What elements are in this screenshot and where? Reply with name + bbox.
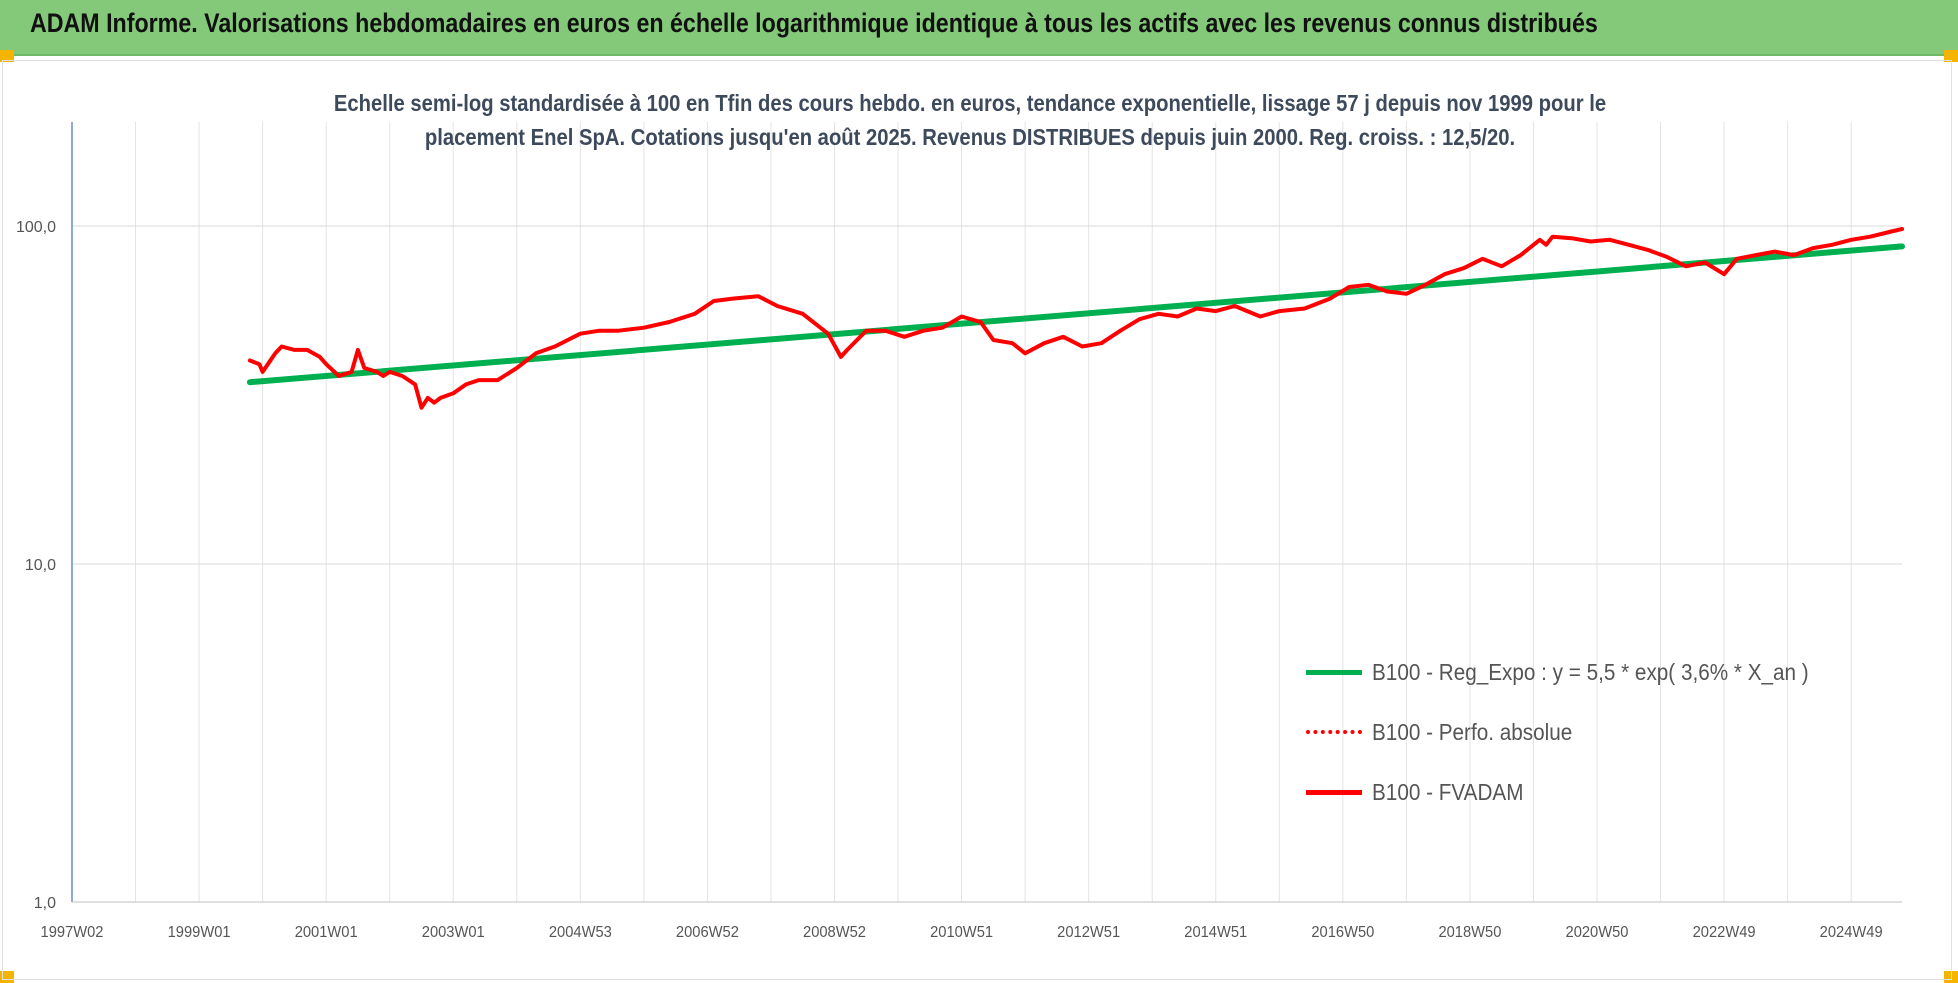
x-tick-label: 2024W49 [1820, 923, 1883, 941]
x-tick-label: 2006W52 [676, 923, 739, 941]
legend-label-fvadam: B100 - FVADAM [1372, 778, 1524, 805]
y-tick-label: 100,0 [16, 219, 56, 236]
x-tick-label: 2003W01 [422, 923, 485, 941]
x-tick-label: 2004W53 [549, 923, 612, 941]
x-tick-label: 1997W02 [41, 923, 104, 941]
x-tick-label: 2020W50 [1566, 923, 1629, 941]
corner-marker [0, 971, 14, 983]
x-tick-label: 1999W01 [168, 923, 231, 941]
page-title: ADAM Informe. Valorisations hebdomadaire… [30, 8, 1598, 38]
legend-swatch-fvadam [1306, 789, 1362, 795]
legend-label-absolute: B100 - Perfo. absolue [1372, 718, 1573, 745]
x-tick-label: 2014W51 [1184, 923, 1247, 941]
legend-item-absolute: B100 - Perfo. absolue [1306, 716, 1594, 748]
chart-subtitle-line-2: placement Enel SpA. Cotations jusqu'en a… [424, 124, 1516, 150]
x-tick-label: 2012W51 [1057, 923, 1120, 941]
x-tick-label: 2022W49 [1693, 923, 1756, 941]
series-line-fvadam [247, 227, 1904, 410]
banner: ADAM Informe. Valorisations hebdomadaire… [0, 0, 1958, 56]
x-tick-label: 2010W51 [930, 923, 993, 941]
corner-marker [1944, 50, 1958, 62]
y-tick-label: 1,0 [34, 895, 56, 912]
y-tick-label: 10,0 [25, 557, 56, 574]
legend-label-trend: B100 - Reg_Expo : y = 5,5 * exp( 3,6% * … [1372, 658, 1809, 685]
legend-item-trend: B100 - Reg_Expo : y = 5,5 * exp( 3,6% * … [1306, 656, 1857, 688]
chart-subtitle: Echelle semi-log standardisée à 100 en T… [328, 86, 1613, 154]
series-line-trend [246, 243, 1905, 386]
x-tick-label: 2001W01 [295, 923, 358, 941]
chart-frame [2, 60, 1952, 980]
x-tick-label: 2018W50 [1438, 923, 1501, 941]
legend-swatch-trend [1306, 669, 1362, 675]
corner-marker [0, 50, 14, 62]
x-tick-label: 2016W50 [1311, 923, 1374, 941]
legend-swatch-absolute [1306, 730, 1362, 734]
x-tick-label: 2008W52 [803, 923, 866, 941]
legend-item-fvadam: B100 - FVADAM [1306, 776, 1540, 808]
chart-subtitle-line-1: Echelle semi-log standardisée à 100 en T… [333, 90, 1607, 116]
